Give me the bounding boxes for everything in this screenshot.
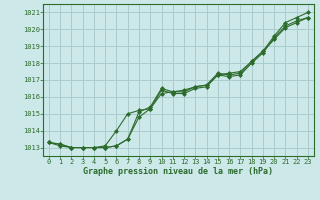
X-axis label: Graphe pression niveau de la mer (hPa): Graphe pression niveau de la mer (hPa) — [84, 167, 273, 176]
